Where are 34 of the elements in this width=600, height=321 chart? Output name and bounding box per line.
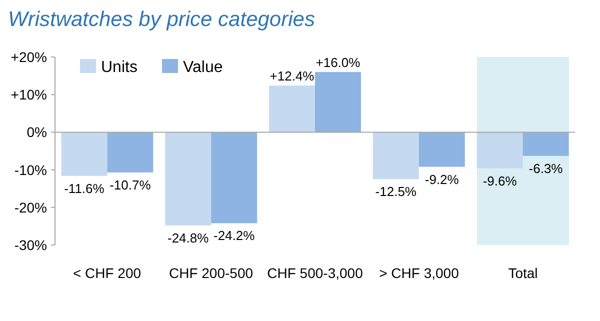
data-label: -6.3% xyxy=(528,160,564,176)
bar xyxy=(165,132,212,226)
bar xyxy=(476,132,523,168)
bar xyxy=(269,86,315,132)
chart-title: Wristwatches by price categories xyxy=(8,8,316,31)
data-label: -10.7% xyxy=(110,177,152,192)
legend-label: Value xyxy=(183,59,223,76)
legend-label: Units xyxy=(101,59,138,76)
x-tick-label: CHF 200-500 xyxy=(168,265,254,281)
y-tick-label: +10% xyxy=(10,86,47,103)
y-tick-label: -30% xyxy=(14,237,47,253)
x-tick-label: Total xyxy=(508,265,538,281)
bar xyxy=(61,132,108,176)
x-tick-label: CHF 500-3,000 xyxy=(267,265,364,281)
y-tick-label: 0% xyxy=(26,124,47,140)
x-tick-label: > CHF 3,000 xyxy=(379,265,460,281)
bar xyxy=(522,132,569,156)
data-label: -12.5% xyxy=(375,184,417,200)
y-tick-label: -20% xyxy=(14,199,47,216)
data-label: -24.8% xyxy=(168,230,210,246)
bar xyxy=(372,132,419,180)
bar xyxy=(418,132,465,167)
data-label: -9.2% xyxy=(424,172,460,187)
bar xyxy=(211,132,258,224)
y-tick-label: -10% xyxy=(14,162,47,178)
y-tick-label: +20% xyxy=(10,49,47,65)
bar xyxy=(107,132,154,172)
bar xyxy=(315,72,361,132)
data-label: +12.4% xyxy=(270,68,315,84)
data-label: -9.6% xyxy=(482,173,518,188)
data-label: -11.6% xyxy=(64,180,105,196)
data-label: -24.2% xyxy=(213,228,256,244)
data-label: +16.0% xyxy=(316,55,361,70)
x-tick-label: < CHF 200 xyxy=(72,265,142,281)
